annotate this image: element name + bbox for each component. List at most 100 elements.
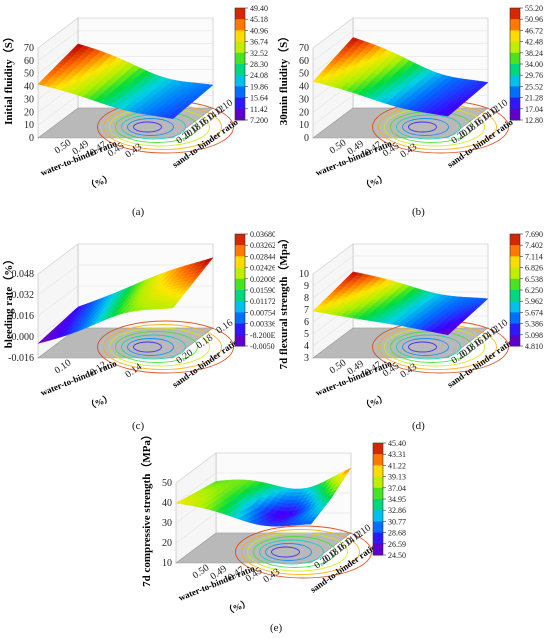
colorbar-segment	[235, 267, 245, 280]
colorbar-segment	[373, 465, 383, 478]
colorbar-segment	[510, 267, 520, 280]
colorbar-label: 39.13	[388, 473, 406, 482]
surface-chart-e: 10203040500.500.490.470.450.430.100.120.…	[140, 435, 406, 617]
surface-patch	[304, 520, 315, 525]
z-tick-label: 8	[304, 293, 309, 304]
grid-line	[312, 17, 354, 49]
colorbar-segment	[235, 256, 245, 269]
colorbar-segment	[510, 86, 520, 99]
colorbar-label: 0.03680	[250, 230, 275, 239]
x-axis-unit: （%）	[360, 172, 389, 191]
colorbar-label: 7.690	[525, 230, 543, 239]
colorbar-segment	[510, 97, 520, 110]
z-tick-label: 10	[24, 120, 34, 131]
floor-contour	[115, 331, 198, 363]
x-axis-unit: （%）	[85, 172, 114, 191]
z-tick-label: 0.016	[12, 311, 35, 322]
surface-patch	[166, 115, 177, 120]
x-tick-label: 0.50	[53, 137, 74, 156]
colorbar-label: -0.005000	[250, 342, 275, 351]
z-tick-label: 9	[304, 281, 309, 292]
z-tick-label: 30	[24, 94, 34, 105]
colorbar-label: 19.86	[250, 82, 268, 91]
z-tick-label: 3	[304, 353, 309, 364]
colorbar-segment	[510, 256, 520, 269]
colorbar-label: 25.52	[525, 82, 543, 91]
colorbar-segment	[510, 41, 520, 54]
x-axis-title: water-to-binder ratio	[39, 358, 119, 398]
colorbar-label: 41.22	[388, 461, 406, 470]
colorbar-label: 5.962	[525, 297, 543, 306]
floor-contour	[109, 327, 210, 367]
colorbar-segment	[510, 301, 520, 313]
grid-line	[175, 452, 217, 484]
caption-b: (b)	[412, 206, 425, 218]
floor-contour	[103, 324, 222, 370]
colorbar-label: 34.00	[525, 60, 543, 69]
surface-patch	[441, 331, 452, 336]
z-tick-label: 7	[304, 305, 309, 316]
colorbar-label: 32.52	[250, 49, 268, 58]
z-tick-label: 10	[299, 120, 309, 131]
surface-patch	[166, 304, 177, 309]
colorbar-label: 4.810	[525, 342, 543, 351]
grid-line	[37, 264, 79, 296]
colorbar-segment	[510, 245, 520, 257]
surface-chart-a: 0102030405060700.500.490.470.450.430.100…	[2, 4, 268, 192]
colorbar-segment	[510, 8, 520, 20]
colorbar-segment	[510, 52, 520, 65]
z-tick-label: 0.048	[12, 269, 35, 280]
z-tick-label: 70	[299, 43, 309, 54]
colorbar-label: 0.01590	[250, 286, 275, 295]
floor-contour	[133, 341, 162, 353]
z-tick-label: 0	[304, 133, 309, 144]
z-tick-label: 20	[299, 107, 309, 118]
floor-contour	[235, 525, 372, 579]
colorbar-label: 28.30	[250, 60, 268, 69]
colorbar-label: 42.48	[525, 38, 543, 47]
z-tick-label: -0.016	[8, 353, 34, 364]
floor-contour	[121, 334, 186, 360]
colorbar-label: 0.02844	[250, 252, 275, 261]
colorbar-segment	[373, 532, 383, 545]
colorbar-segment	[510, 64, 520, 76]
colorbar-label: 24.08	[250, 71, 268, 80]
colorbar-label: 17.04	[525, 105, 543, 114]
colorbar-label: 7.114	[525, 252, 543, 261]
colorbar-segment	[510, 312, 520, 325]
colorbar-segment	[510, 234, 520, 246]
colorbar-segment	[235, 334, 245, 347]
colorbar-label: 26.59	[388, 540, 406, 549]
grid-line	[312, 30, 354, 62]
colorbar-segment	[373, 443, 383, 455]
z-axis-title: bleeding rate（%）	[2, 254, 15, 348]
colorbar-label: 5.674	[525, 308, 543, 317]
colorbar-label: 6.538	[525, 275, 543, 284]
z-tick-label: 60	[299, 56, 309, 67]
colorbar-segment	[235, 86, 245, 99]
colorbar-segment	[510, 108, 520, 121]
surface	[175, 467, 352, 527]
z-axis-title: 7d compressive strength（MPa）	[140, 435, 153, 587]
x-tick-label: 0.10	[53, 357, 74, 376]
colorbar-label: 55.20	[525, 4, 543, 13]
z-tick-label: 70	[24, 43, 34, 54]
grid-line	[37, 94, 79, 126]
floor-contour	[127, 118, 174, 136]
colorbar-segment	[373, 499, 383, 511]
chart-panel-d: 3 4 5 6 7 8 9 10 0.50 0.49 0.47 0.45 0.43 0.10 0.12 0.1…	[275, 226, 550, 420]
surface	[312, 37, 489, 117]
colorbar-label: 0.03262	[250, 241, 275, 250]
z-axis-title: 7d flexural strength（Mpa）	[277, 233, 290, 370]
colorbar-segment	[510, 323, 520, 336]
colorbar-segment	[510, 75, 520, 87]
colorbar-segment	[235, 108, 245, 121]
surface-chart-b: 0102030405060700.500.490.470.450.430.100…	[277, 4, 543, 192]
grid-line	[175, 512, 217, 544]
colorbar-segment	[235, 64, 245, 76]
surface-chart-d: 3456789100.500.490.470.450.430.100.120.1…	[277, 230, 543, 412]
colorbar-segment	[510, 334, 520, 347]
floor-contour	[127, 338, 174, 356]
z-tick-label: 0	[29, 133, 34, 144]
caption-e: (e)	[270, 622, 283, 634]
